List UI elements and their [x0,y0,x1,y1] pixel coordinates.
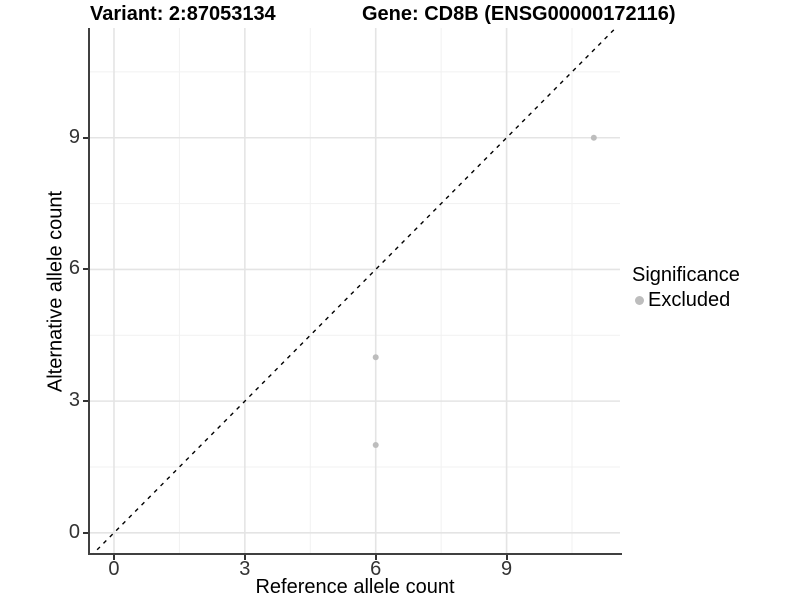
data-point [372,354,379,361]
y-axis-tick-label: 0 [68,520,80,543]
x-axis-tick-mark [505,555,508,560]
x-axis-title: Reference allele count [255,576,455,598]
y-axis-tick-mark [83,268,88,271]
plot-title-variant: Variant: 2:87053134 [90,3,276,25]
data-point [372,442,379,449]
legend: Significance Excluded [632,264,797,312]
data-point [590,134,597,141]
legend-title: Significance [632,264,740,286]
x-axis-tick-label: 6 [370,558,382,580]
x-axis-tick-label: 9 [501,558,513,580]
y-axis-title: Alternative allele count [44,190,67,393]
plot-canvas [90,28,620,553]
plot-title-gene: Gene: CD8B (ENSG00000172116) [362,3,676,25]
x-axis-tick-mark [243,555,246,560]
x-axis-tick-mark [374,555,377,560]
x-axis-tick-label: 0 [108,558,120,580]
y-axis-line [88,28,90,555]
identity-dashed-line [92,28,617,553]
y-axis-tick-mark [83,136,88,139]
x-axis-tick-label: 3 [239,558,251,580]
y-axis-tick-mark [83,531,88,534]
legend-key-dot-icon [635,296,644,305]
y-axis-tick-mark [83,400,88,403]
y-axis-tick-label: 6 [68,257,80,280]
legend-entry-excluded: Excluded [632,289,797,312]
x-axis-line [88,553,622,555]
legend-entry-label: Excluded [648,289,731,311]
y-axis-tick-label: 3 [68,389,80,412]
y-axis-tick-label: 9 [68,125,80,148]
plot-panel [90,28,620,553]
x-axis-tick-mark [112,555,115,560]
